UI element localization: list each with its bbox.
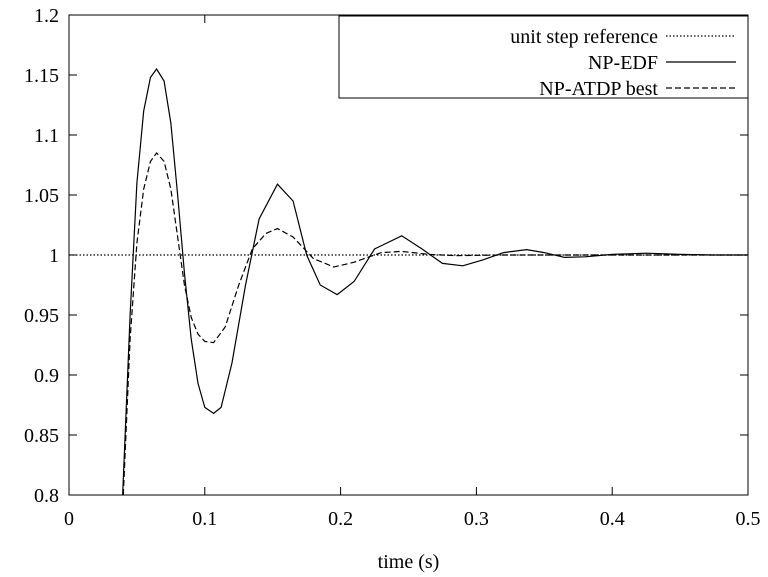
y-tick-label: 1.2	[34, 5, 59, 27]
series-line-np-edf	[122, 67, 748, 496]
x-axis-title: time (s)	[378, 551, 440, 573]
x-tick-label: 0.1	[192, 508, 217, 530]
y-tick-label: 1.05	[24, 185, 59, 207]
y-tick-label: 1.1	[34, 125, 59, 147]
y-tick-label: 0.85	[24, 425, 59, 447]
y-tick-label: 0.9	[34, 365, 59, 387]
y-tick-label: 0.8	[34, 485, 59, 507]
y-tick-label: 1.15	[24, 65, 59, 87]
x-tick-label: 0	[64, 508, 74, 530]
legend-box	[338, 15, 749, 99]
x-tick-label: 0.3	[464, 508, 489, 530]
legend-label: unit step reference	[510, 26, 658, 48]
x-tick-label: 0.4	[600, 508, 625, 530]
legend-label: NP-EDF	[588, 52, 658, 74]
x-tick-label: 0.5	[736, 508, 761, 530]
legend-label: NP-ATDP best	[539, 78, 658, 100]
series-line-np-atdp-best	[122, 152, 748, 496]
y-tick-label: 1	[49, 245, 59, 267]
y-tick-label: 0.95	[24, 305, 59, 327]
legend: unit step reference NP-EDF NP-ATDP best	[338, 15, 749, 100]
x-tick-label: 0.2	[328, 508, 353, 530]
